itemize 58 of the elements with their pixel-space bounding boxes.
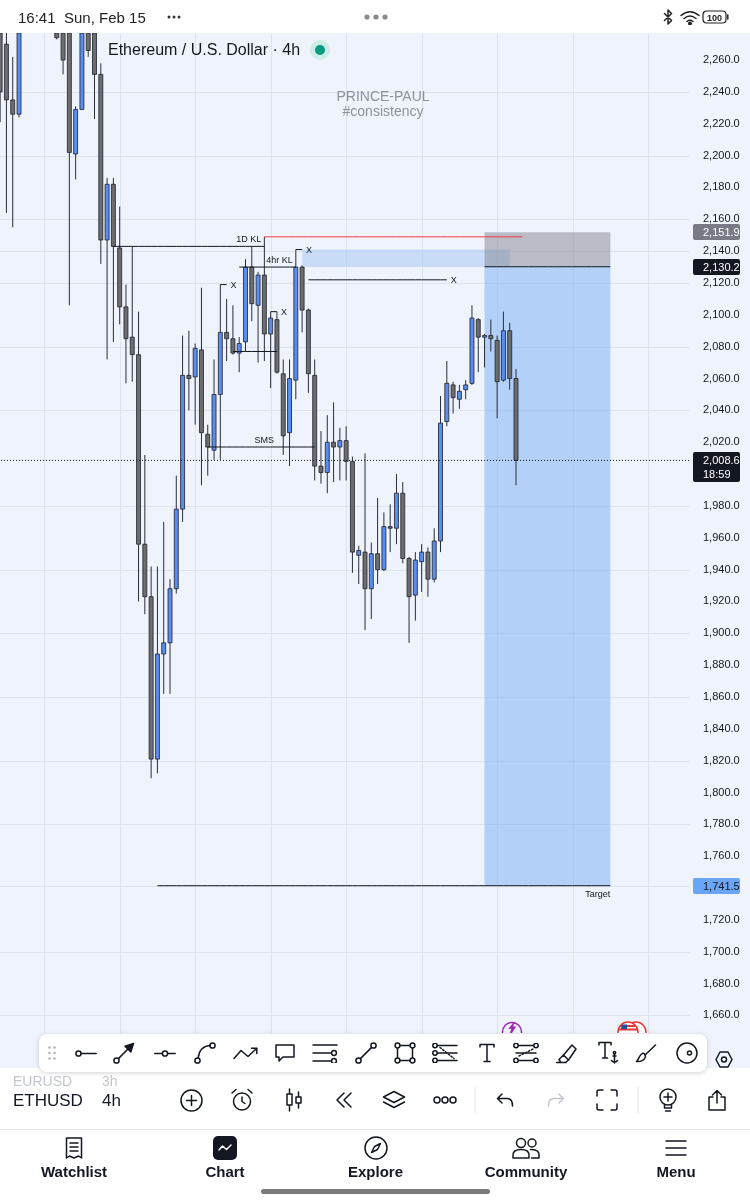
text: ETHUSD — [13, 1090, 83, 1110]
annotation: PRINCE-PAUL — [336, 88, 430, 104]
text: 16:41 — [18, 8, 56, 26]
series-label: X — [450, 274, 457, 285]
y-tick-label: 1,980.0 — [703, 498, 740, 511]
ref-line-label: 2,008.6 — [703, 453, 740, 468]
y-tick-label: 1,820.0 — [703, 753, 740, 766]
y-tick-label: 1,960.0 — [703, 530, 740, 543]
y-tick-label: 1,940.0 — [703, 562, 740, 575]
series-label: SMS — [254, 435, 275, 446]
series-label: X — [280, 306, 287, 317]
y-tick-label: 2,120.0 — [703, 276, 740, 288]
series-label: 1D KL — [236, 234, 262, 245]
y-tick-label: 2,140.0 — [703, 244, 740, 257]
y-tick-label: 2,180.0 — [703, 180, 740, 193]
text: 100 — [706, 12, 723, 22]
text: Menu — [656, 1162, 696, 1180]
y-tick-label: 1,760.0 — [703, 849, 740, 862]
y-tick-label: 1,920.0 — [703, 594, 740, 607]
band-label: Target — [585, 888, 611, 899]
text: Community — [484, 1162, 568, 1180]
text: Watchlist — [40, 1162, 108, 1180]
y-tick-label: 1,700.0 — [703, 944, 740, 957]
y-tick-label: 1,840.0 — [703, 721, 740, 734]
annotation: #consistency — [342, 103, 424, 119]
text: 18:59 — [703, 467, 732, 482]
text: Explore — [347, 1162, 404, 1180]
y-tick-label: 1,860.0 — [703, 690, 740, 703]
y-tick-label: 2,040.0 — [703, 403, 740, 416]
y-tick-label: 1,660.0 — [703, 1008, 740, 1021]
y-tick-label: 2,060.0 — [703, 371, 740, 384]
y-tick-label: 2,260.0 — [703, 53, 740, 66]
y-tick-label: 2,160.0 — [703, 212, 740, 225]
y-tick-label: 2,240.0 — [703, 84, 740, 97]
y-tick-label: 2,100.0 — [703, 307, 740, 320]
y-tick-label: 2,020.0 — [703, 435, 740, 448]
y-tick-label: 1,780.0 — [703, 817, 740, 830]
y-tick-label: 2,080.0 — [703, 339, 740, 352]
y-tick-label: 1,741.5 — [703, 878, 740, 893]
text: Sun, Feb 15 — [64, 8, 146, 26]
text: 3h — [102, 1073, 118, 1089]
y-tick-label: 1,900.0 — [703, 626, 740, 639]
y-tick-label: 2,130.2 — [703, 259, 740, 274]
y-tick-label: 1,680.0 — [703, 976, 740, 989]
candlestick — [463, 379, 469, 400]
y-tick-label: 1,800.0 — [703, 785, 740, 798]
text: Ethereum / U.S. Dollar · 4h — [107, 41, 302, 59]
y-tick-label: 2,220.0 — [703, 116, 740, 129]
series-label: X — [306, 244, 313, 255]
text: Chart — [205, 1162, 245, 1180]
text: EURUSD — [13, 1073, 73, 1089]
text: 4h — [102, 1090, 121, 1110]
series-label: X — [230, 279, 237, 290]
y-tick-label: 1,720.0 — [703, 912, 740, 925]
y-tick-label: 2,200.0 — [703, 148, 740, 161]
series-label: 4hr KL — [266, 255, 293, 266]
y-tick-label: 2,151.9 — [703, 225, 740, 240]
y-tick-label: 1,880.0 — [703, 658, 740, 671]
